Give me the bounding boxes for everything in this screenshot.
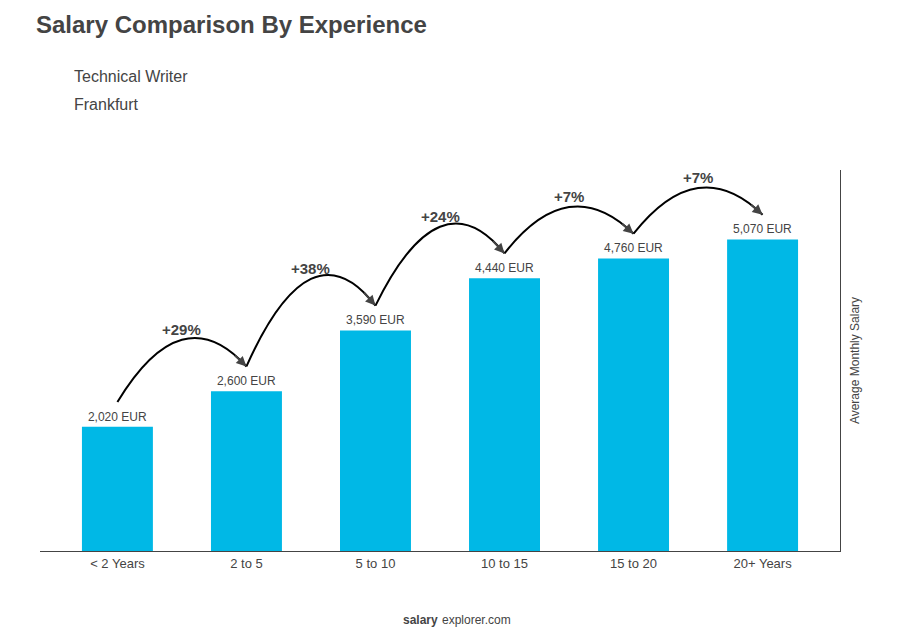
svg-text:Salary Comparison By Experienc: Salary Comparison By Experience [36, 11, 427, 38]
svg-text:+7%: +7% [554, 188, 584, 205]
svg-text:5 to 10: 5 to 10 [356, 556, 396, 571]
svg-text:+29%: +29% [162, 321, 201, 338]
svg-text:3,590 EUR: 3,590 EUR [346, 313, 405, 327]
svg-text:5,070 EUR: 5,070 EUR [733, 222, 792, 236]
svg-text:Frankfurt: Frankfurt [74, 96, 139, 113]
svg-text:20+ Years: 20+ Years [733, 556, 792, 571]
svg-text:15 to 20: 15 to 20 [610, 556, 657, 571]
svg-text:< 2 Years: < 2 Years [90, 556, 145, 571]
svg-text:2,020 EUR: 2,020 EUR [88, 410, 147, 424]
svg-text:2 to 5: 2 to 5 [230, 556, 263, 571]
svg-text:+7%: +7% [683, 169, 713, 186]
svg-text:+24%: +24% [421, 208, 460, 225]
svg-text:+38%: +38% [291, 260, 330, 277]
svg-text:2,600 EUR: 2,600 EUR [217, 374, 276, 388]
svg-text:4,440 EUR: 4,440 EUR [475, 261, 534, 275]
svg-text:Average Monthly Salary: Average Monthly Salary [848, 297, 862, 424]
svg-text:explorer.com: explorer.com [442, 613, 511, 627]
svg-text:4,760 EUR: 4,760 EUR [604, 241, 663, 255]
svg-text:Technical Writer: Technical Writer [74, 68, 188, 85]
svg-text:salary: salary [403, 613, 438, 627]
svg-text:10 to 15: 10 to 15 [481, 556, 528, 571]
